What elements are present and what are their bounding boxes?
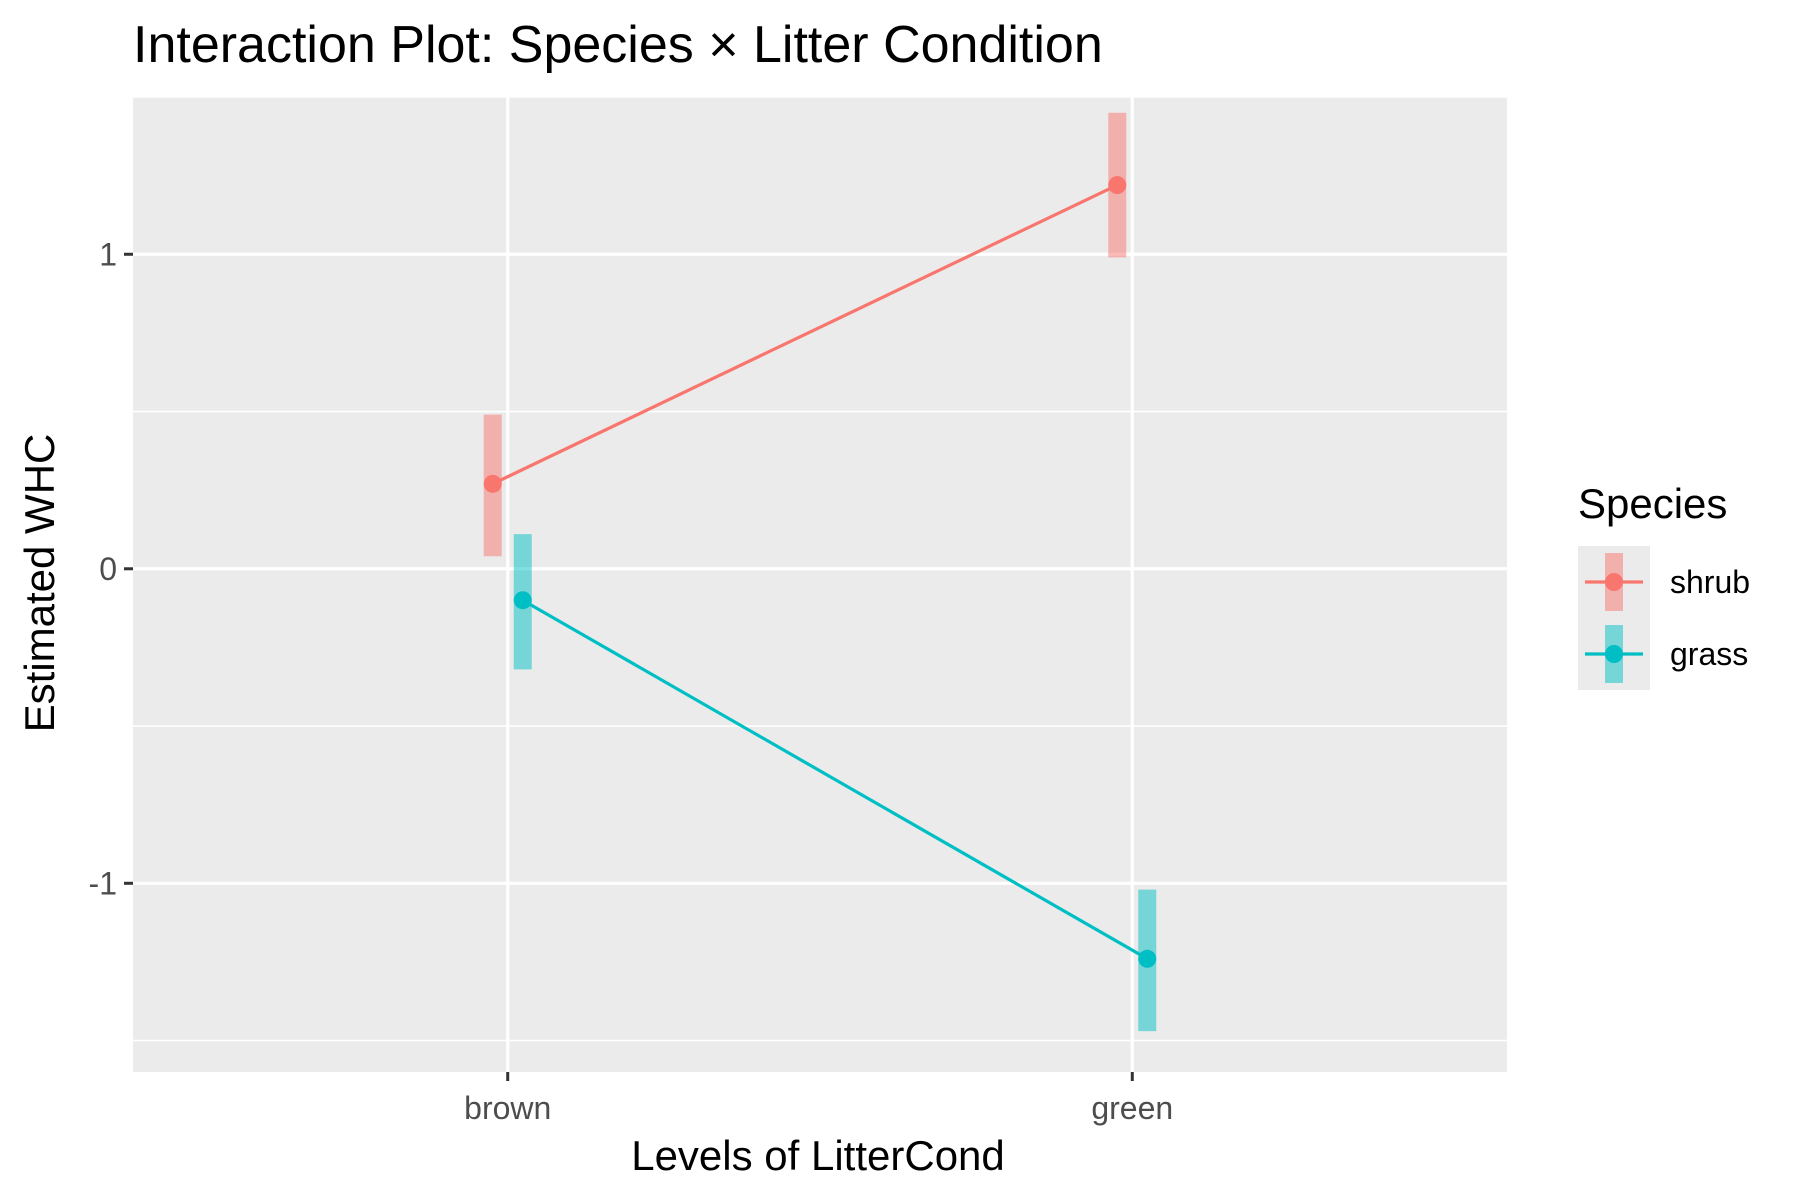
legend-label: grass: [1670, 636, 1748, 672]
x-tick-label: green: [1091, 1090, 1173, 1126]
data-point-grass: [1138, 949, 1157, 968]
legend-title: Species: [1578, 480, 1727, 527]
data-point-shrub: [483, 474, 502, 493]
series-line-grass: [521, 598, 1149, 961]
legend-key-point: [1605, 573, 1623, 591]
x-axis: brown green: [464, 1072, 1173, 1126]
x-tick-label: brown: [464, 1090, 551, 1126]
legend-item-shrub: shrub: [1585, 553, 1750, 611]
minor-gridlines: [133, 96, 1507, 1042]
y-axis-title: Estimated WHC: [16, 434, 63, 733]
data-point-shrub: [1108, 176, 1127, 195]
legend: Species shrub grass: [1578, 480, 1750, 690]
y-tick-label: 1: [99, 236, 117, 272]
major-gridlines: [133, 97, 1507, 1072]
y-axis: -1 0 1: [89, 236, 133, 901]
series-grass: [513, 534, 1157, 1032]
legend-label: shrub: [1670, 564, 1750, 600]
data-point-grass: [513, 591, 532, 610]
legend-key-point: [1605, 645, 1623, 663]
series-shrub: [483, 112, 1127, 557]
series-layer: [483, 112, 1157, 1032]
series-line-shrub: [492, 183, 1118, 486]
legend-item-grass: grass: [1585, 625, 1748, 683]
legend-items: shrub grass: [1585, 553, 1750, 683]
x-axis-title: Levels of LitterCond: [631, 1132, 1005, 1179]
y-tick-label: 0: [99, 551, 117, 587]
y-tick-label: -1: [89, 865, 117, 901]
chart-title: Interaction Plot: Species × Litter Condi…: [133, 16, 1103, 74]
plot-panel: [133, 97, 1507, 1072]
